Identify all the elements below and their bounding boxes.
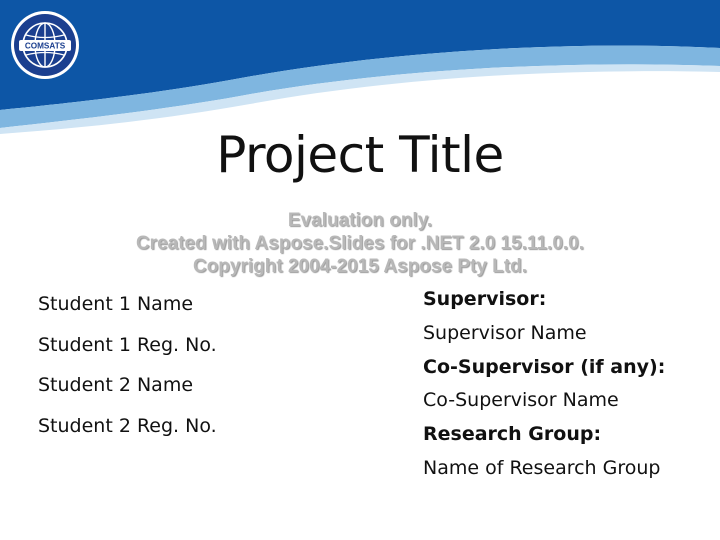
student-details: Student 1 Name Student 1 Reg. No. Studen… xyxy=(38,286,217,448)
co-supervisor-name: Co-Supervisor Name xyxy=(423,389,619,412)
svg-text:COMSATS: COMSATS xyxy=(25,42,66,51)
supervision-details: Supervisor: Supervisor Name Co-Superviso… xyxy=(423,284,665,487)
slide-title: Project Title xyxy=(216,126,504,184)
research-group-name: Name of Research Group xyxy=(423,456,661,479)
supervisor-name: Supervisor Name xyxy=(423,321,587,344)
research-group-label: Research Group: xyxy=(423,423,602,446)
watermark-line-1: Evaluation only. xyxy=(287,210,433,231)
watermark-line-3: Copyright 2004-2015 Aspose Pty Ltd. xyxy=(192,256,527,277)
student-1-name: Student 1 Name xyxy=(38,293,194,315)
watermark-line-2: Created with Aspose.Slides for .NET 2.0 … xyxy=(135,233,585,254)
co-supervisor-label: Co-Supervisor (if any): xyxy=(423,355,666,378)
comsats-logo: COMSATS xyxy=(11,11,79,79)
header-banner xyxy=(0,0,720,134)
student-1-reg-no: Student 1 Reg. No. xyxy=(38,333,217,356)
supervisor-label: Supervisor: xyxy=(423,288,547,310)
student-2-name: Student 2 Name xyxy=(38,374,194,396)
evaluation-watermark: Evaluation only. Created with Aspose.Sli… xyxy=(0,209,720,278)
student-2-reg-no: Student 2 Reg. No. xyxy=(38,414,217,437)
